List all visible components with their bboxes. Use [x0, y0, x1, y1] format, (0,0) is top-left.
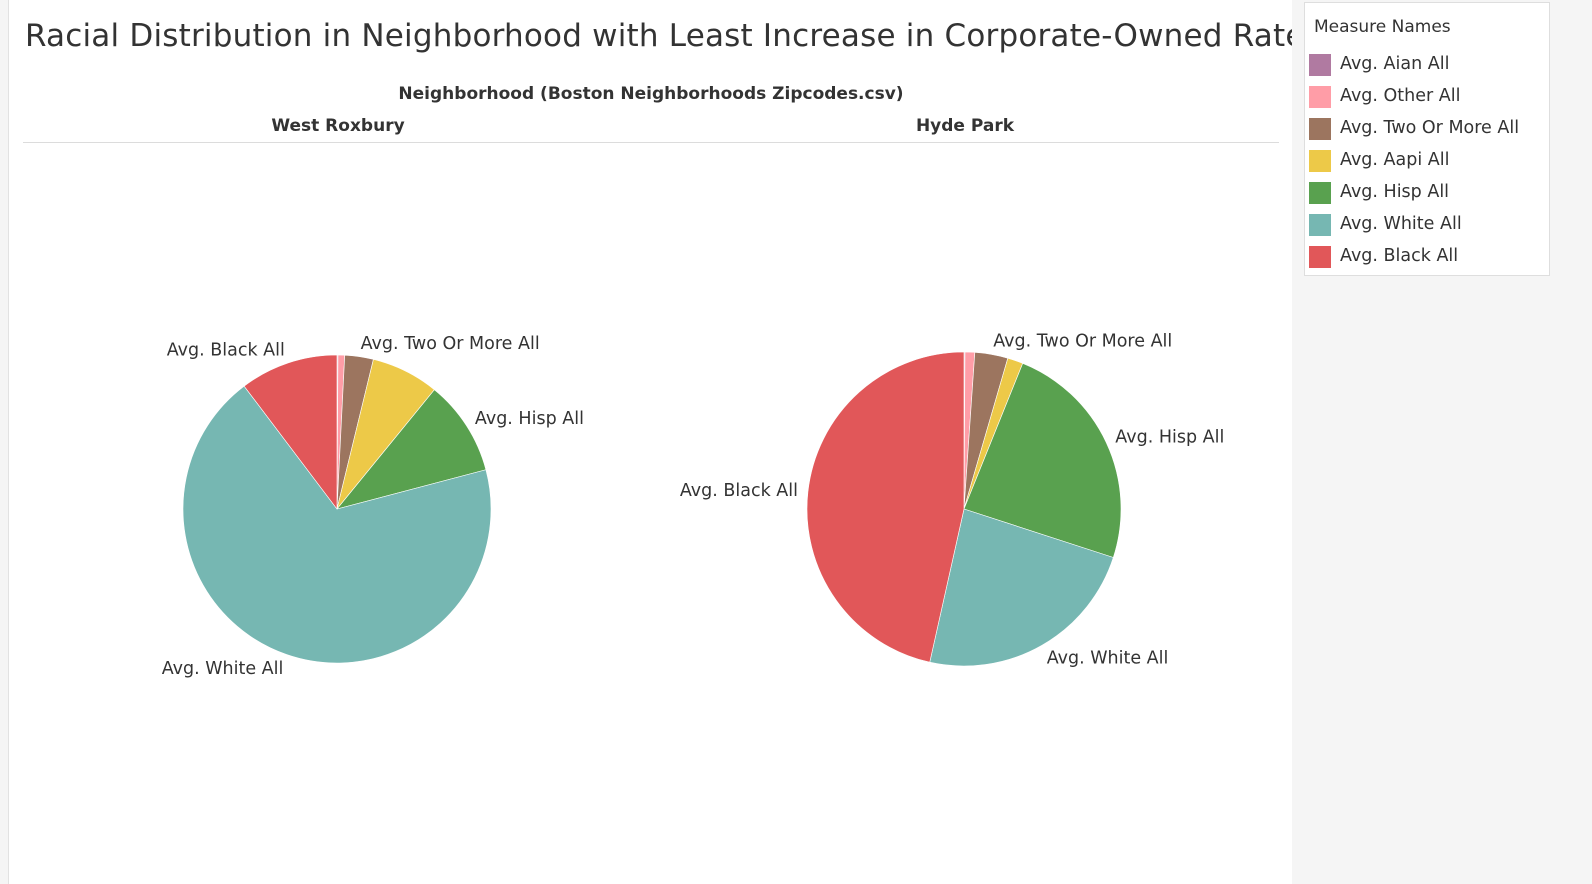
legend-item-avg-aian-all[interactable]: Avg. Aian All [1309, 53, 1545, 77]
legend-item-avg-white-all[interactable]: Avg. White All [1309, 213, 1545, 237]
legend-item-avg-hisp-all[interactable]: Avg. Hisp All [1309, 181, 1545, 205]
legend-swatch-avg-hisp-all [1309, 182, 1331, 204]
label-hyde-park-avg-white-all: Avg. White All [1047, 649, 1169, 669]
slice-hyde-park-avg-black-all[interactable] [807, 352, 964, 662]
label-hyde-park-avg-black-all: Avg. Black All [680, 481, 798, 501]
legend-item-avg-two-or-more-all[interactable]: Avg. Two Or More All [1309, 117, 1545, 141]
legend-swatch-avg-aian-all [1309, 54, 1331, 76]
legend-label-avg-hisp-all: Avg. Hisp All [1340, 182, 1449, 202]
label-west-roxbury-avg-hisp-all: Avg. Hisp All [475, 409, 584, 429]
legend-label-avg-aapi-all: Avg. Aapi All [1340, 150, 1449, 170]
legend-label-avg-other-all: Avg. Other All [1340, 86, 1460, 106]
legend: Measure Names Avg. Aian All Avg. Other Al… [1304, 2, 1550, 276]
legend-label-avg-white-all: Avg. White All [1340, 214, 1462, 234]
legend-swatch-avg-two-or-more-all [1309, 118, 1331, 140]
legend-item-avg-black-all[interactable]: Avg. Black All [1309, 245, 1545, 269]
label-west-roxbury-avg-white-all: Avg. White All [162, 659, 284, 679]
legend-item-avg-other-all[interactable]: Avg. Other All [1309, 85, 1545, 109]
legend-label-avg-black-all: Avg. Black All [1340, 246, 1458, 266]
legend-swatch-avg-white-all [1309, 214, 1331, 236]
pie-hyde-park: Avg. Two Or More All Avg. Hisp All Avg. Bl… [680, 332, 1225, 669]
label-west-roxbury-avg-two-or-more-all: Avg. Two Or More All [361, 334, 540, 354]
legend-swatch-avg-black-all [1309, 246, 1331, 268]
label-west-roxbury-avg-black-all: Avg. Black All [167, 341, 285, 361]
legend-swatch-avg-other-all [1309, 86, 1331, 108]
legend-swatch-avg-aapi-all [1309, 150, 1331, 172]
pie-west-roxbury: Avg. Black All Avg. Two Or More All Avg. H… [162, 334, 584, 679]
pie-chart-canvas: Avg. Black All Avg. Two Or More All Avg. H… [0, 0, 1292, 884]
label-hyde-park-avg-hisp-all: Avg. Hisp All [1115, 428, 1224, 448]
label-hyde-park-avg-two-or-more-all: Avg. Two Or More All [993, 332, 1172, 352]
legend-panel: Measure Names Avg. Aian All Avg. Other Al… [1292, 0, 1592, 884]
legend-label-avg-aian-all: Avg. Aian All [1340, 54, 1449, 74]
legend-item-avg-aapi-all[interactable]: Avg. Aapi All [1309, 149, 1545, 173]
legend-title: Measure Names [1314, 17, 1451, 37]
legend-label-avg-two-or-more-all: Avg. Two Or More All [1340, 118, 1519, 138]
